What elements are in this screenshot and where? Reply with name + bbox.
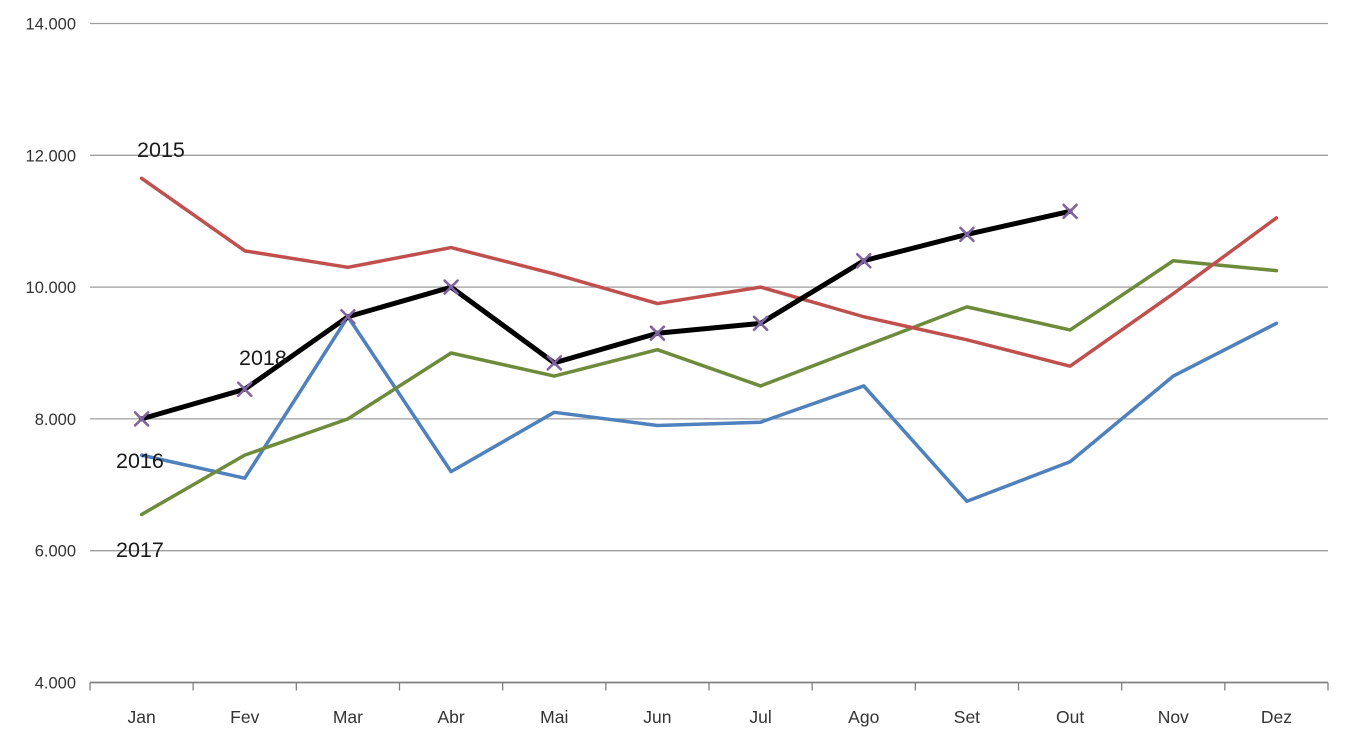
x-marker-icon [855,252,872,269]
y-tick-label: 14.000 [26,16,76,34]
x-marker-icon [959,226,975,243]
series-label-2015: 2015 [137,138,185,162]
x-tick-label: Jan [127,707,155,727]
x-marker-icon [236,381,253,398]
y-tick-label: 12.000 [26,147,76,165]
x-tick-label: Fev [230,707,259,727]
x-marker-icon [752,315,769,332]
y-tick-label: 4.000 [35,675,76,693]
x-marker-icon [133,411,150,427]
y-tick-label: 10.000 [26,279,76,297]
x-marker-icon [443,279,459,295]
x-tick-label: Jun [643,707,671,727]
x-marker-icon [546,355,563,371]
x-tick-label: Dez [1261,707,1292,727]
x-marker-icon [649,325,666,342]
series-line-2017 [139,258,1279,517]
x-tick-label: Mar [333,707,363,727]
x-tick-label: Ago [848,707,879,727]
y-tick-label: 6.000 [35,543,76,561]
series-line-2018 [139,208,1073,422]
series-label-2017: 2017 [116,538,164,562]
x-tick-label: Mai [540,707,568,727]
x-marker-icon [1062,203,1078,220]
series-label-2018: 2018 [239,346,287,370]
y-tick-label: 8.000 [35,411,76,429]
series-line-2016 [139,315,1279,504]
x-marker-icon [340,308,356,325]
x-tick-label: Nov [1158,707,1189,727]
x-tick-label: Jul [749,707,771,727]
series-label-2016: 2016 [116,449,164,473]
x-tick-label: Set [954,707,980,727]
x-tick-label: Abr [437,707,464,727]
series-line-2015 [139,176,1279,368]
x-tick-label: Out [1056,707,1084,727]
